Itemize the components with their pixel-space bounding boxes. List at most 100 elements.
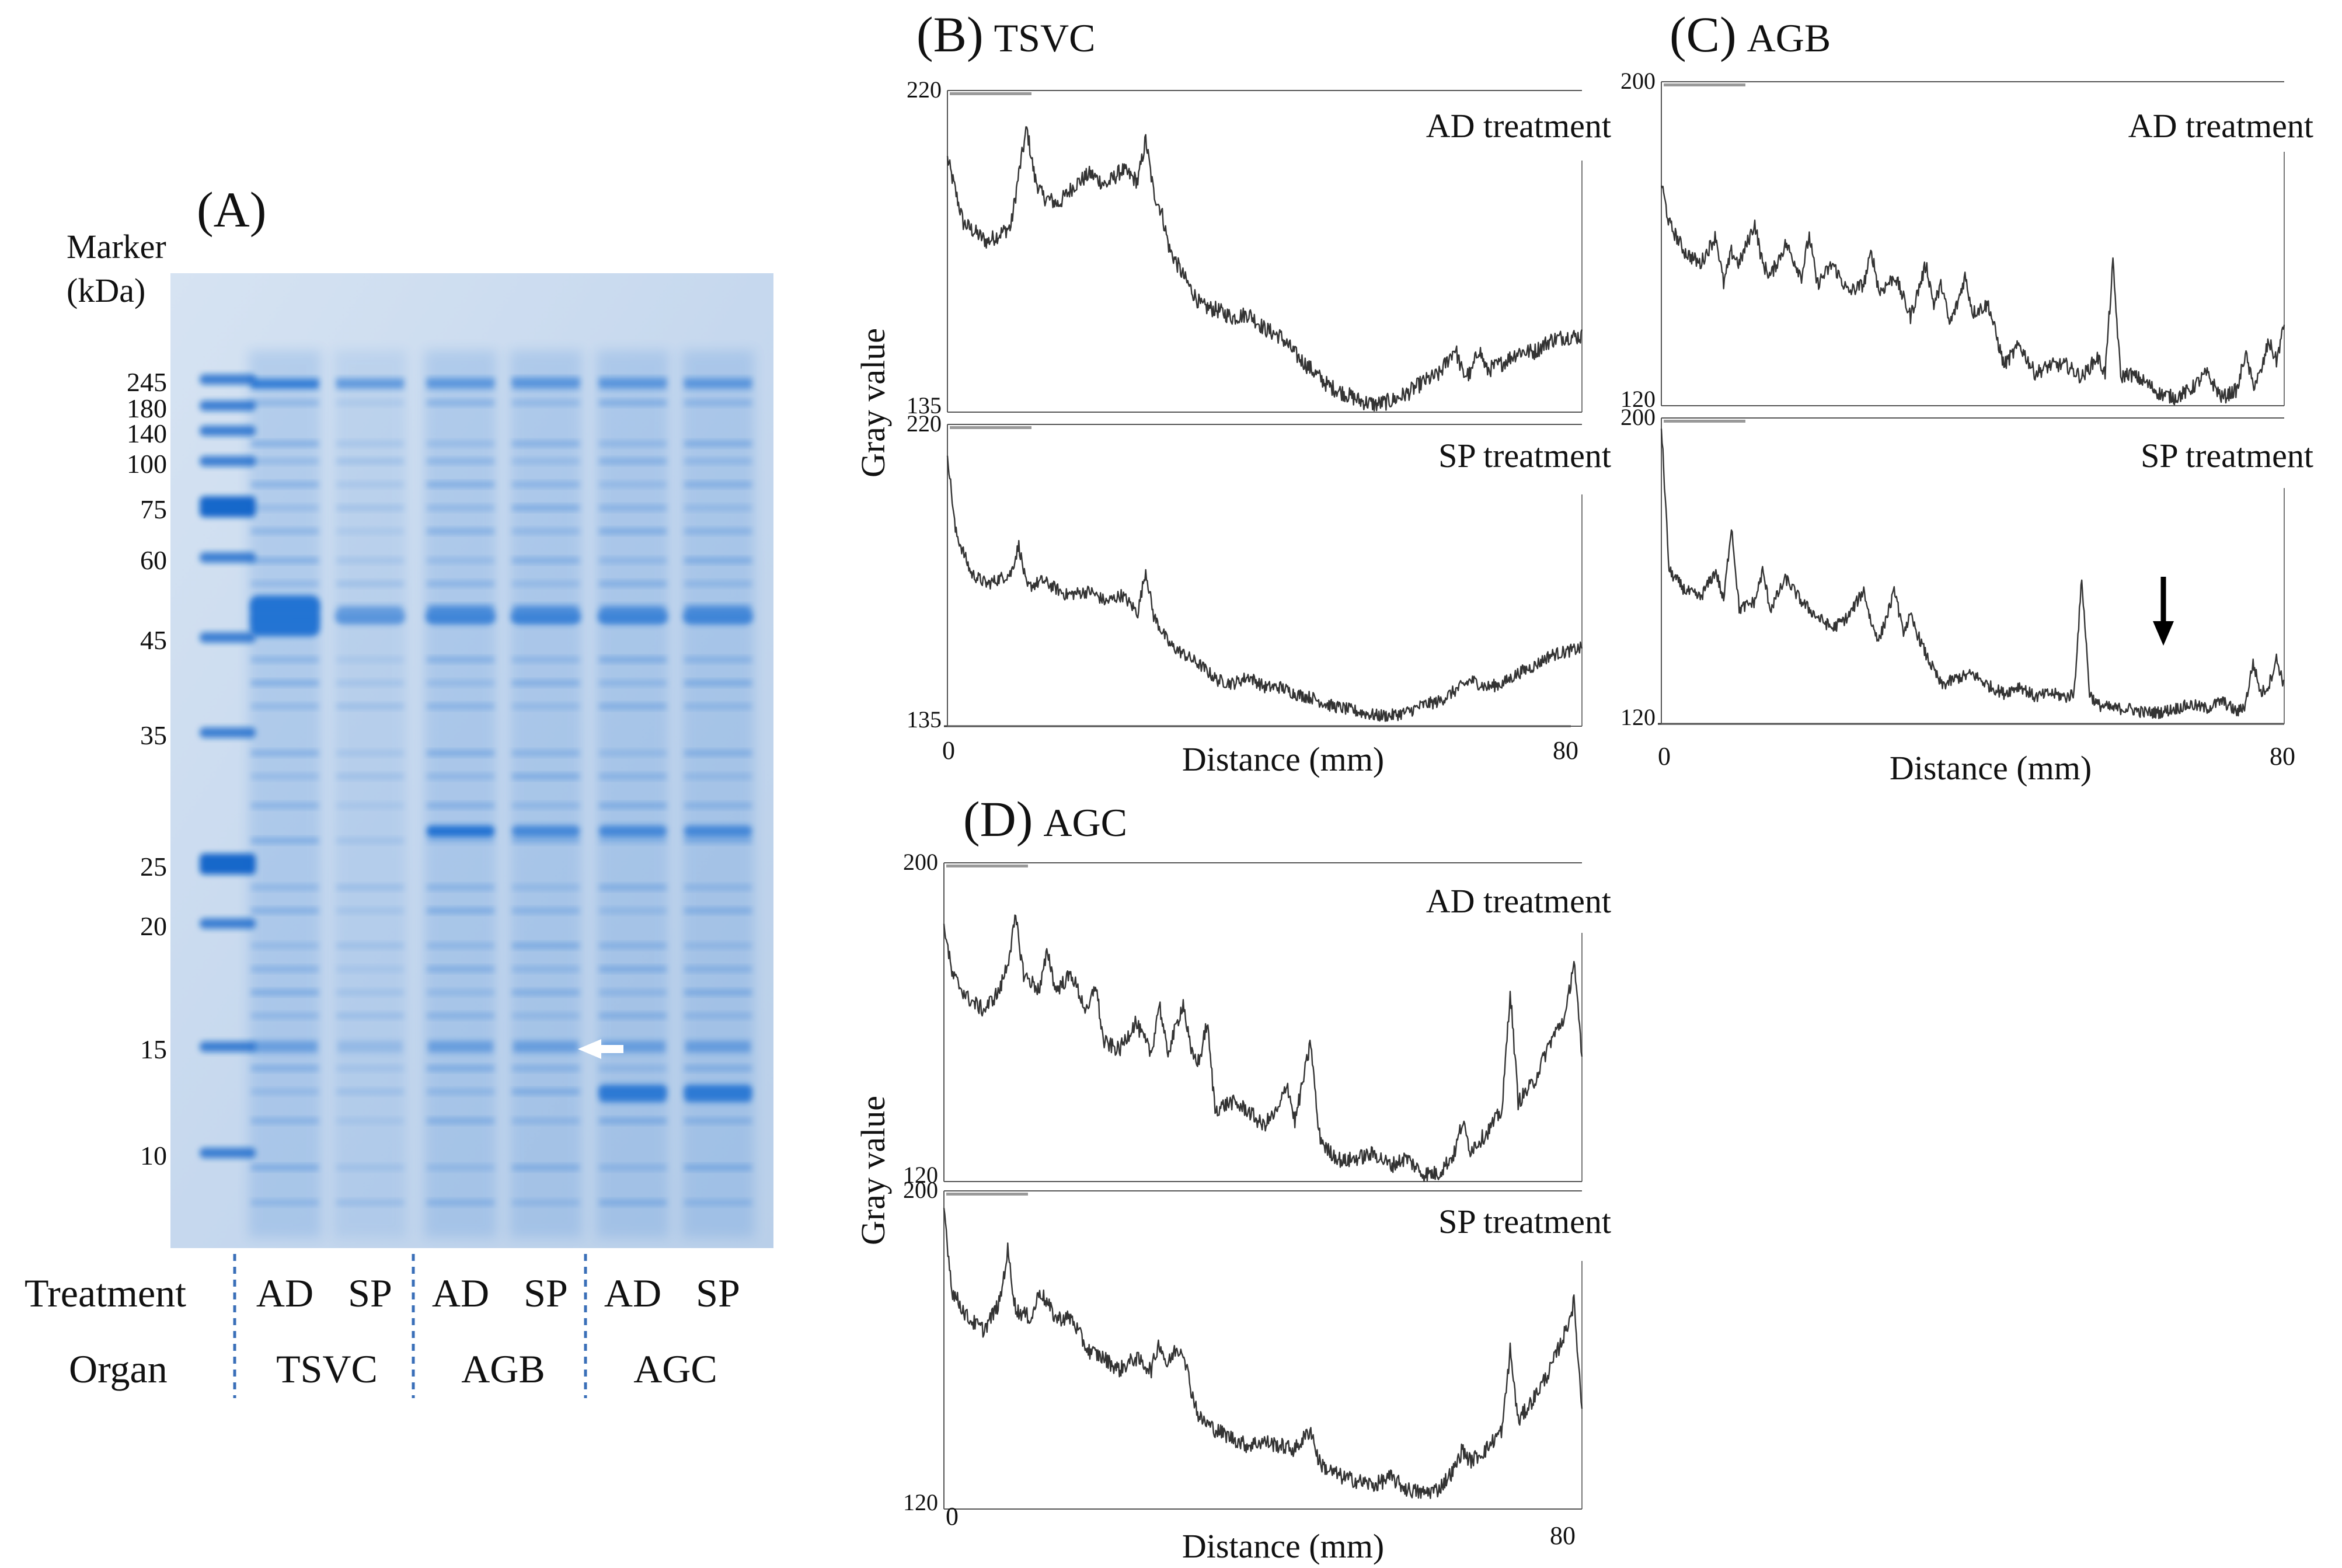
protein-band (684, 482, 752, 487)
protein-band (684, 581, 752, 587)
lane-dividers (233, 1254, 587, 1398)
protein-band (599, 482, 667, 487)
panel-c-letter: (C) (1670, 6, 1737, 62)
panel-b-organ: TSVC (994, 16, 1096, 60)
protein-band (251, 989, 319, 995)
panel-b-ad-header-strip (950, 92, 1031, 95)
panel-c-ad-header-strip (1664, 83, 1745, 86)
protein-band (427, 528, 494, 534)
panel-d-x-tick-80: 80 (1550, 1521, 1576, 1550)
protein-band (512, 441, 580, 447)
panel-c-xlabel: Distance (mm) (1890, 749, 2092, 787)
protein-band (512, 400, 580, 406)
protein-band (512, 505, 580, 511)
protein-band (599, 400, 667, 406)
protein-band (336, 557, 404, 563)
panel-c-ad-series-label: AD treatment (2128, 107, 2313, 145)
panel-b-ad-y-tick-max: 220 (907, 76, 942, 103)
protein-band (512, 884, 580, 890)
protein-band (427, 1118, 494, 1124)
marker-label-180: 180 (127, 393, 167, 423)
panel-a: (A) Marker (kDa) 24518014010075604535252… (25, 182, 773, 1398)
protein-band (684, 884, 752, 890)
band-28kda (512, 825, 580, 837)
panel-d-ad-trace (943, 914, 1583, 1182)
protein-band (599, 750, 667, 756)
panel-b-sp-trace (946, 455, 1583, 722)
protein-band (251, 943, 319, 949)
protein-band (599, 703, 667, 709)
protein-band (251, 1118, 319, 1124)
protein-band (512, 966, 580, 972)
protein-band (512, 703, 580, 709)
large-band-50kda (250, 595, 320, 636)
protein-band (251, 1200, 319, 1205)
lane-treatment-label: SP (348, 1271, 392, 1315)
protein-band (512, 943, 580, 949)
protein-band (251, 1165, 319, 1170)
protein-band (684, 773, 752, 779)
protein-band (512, 989, 580, 995)
protein-band (427, 884, 494, 890)
protein-band (427, 505, 494, 511)
protein-band (512, 1065, 580, 1071)
band-28kda (599, 825, 667, 837)
marker-ladder (200, 374, 256, 1158)
protein-band (336, 528, 404, 534)
panel-d-ad-plot: 200 120 AD treatment (903, 849, 1611, 1188)
panel-b-ad-trace (946, 126, 1583, 412)
panel-b-ad-series-label: AD treatment (1426, 107, 1611, 145)
panel-b-ad-y-tick-min: 135 (907, 392, 942, 419)
marker-band-180 (200, 400, 256, 411)
protein-band (599, 657, 667, 663)
large-band-50kda (511, 607, 581, 625)
marker-title-line1: Marker (67, 228, 166, 266)
protein-band (512, 1013, 580, 1019)
protein-band (684, 703, 752, 709)
protein-band (512, 803, 580, 809)
panel-b-letter: (B) (916, 6, 984, 62)
panel-c-sp-series-label: SP treatment (2141, 437, 2313, 475)
protein-band (684, 458, 752, 464)
protein-band (427, 581, 494, 587)
panel-d-sp-series-label: SP treatment (1438, 1203, 1611, 1241)
band-28kda (427, 825, 494, 837)
protein-band (512, 1118, 580, 1124)
panel-a-label: (A) (197, 182, 266, 238)
protein-band (599, 458, 667, 464)
band-28kda (684, 825, 752, 837)
protein-band (251, 505, 319, 511)
protein-band (336, 943, 404, 949)
protein-band (512, 908, 580, 914)
protein-band (336, 838, 404, 844)
protein-band (512, 458, 580, 464)
band-15kda (337, 1041, 403, 1053)
protein-band (427, 1013, 494, 1019)
protein-band (684, 400, 752, 406)
marker-label-35: 35 (140, 720, 167, 750)
marker-band-60 (200, 552, 256, 563)
large-band-50kda (426, 607, 496, 625)
protein-band (251, 1065, 319, 1071)
protein-band (599, 1118, 667, 1124)
marker-label-15: 15 (140, 1034, 167, 1064)
panel-d-ad-y-tick-max: 200 (903, 849, 938, 875)
panel-b-x-tick-0: 0 (942, 736, 955, 765)
lane-organ-label-agc: AGC (633, 1347, 717, 1391)
protein-band (684, 557, 752, 563)
protein-band (427, 657, 494, 663)
protein-band (684, 1165, 752, 1170)
protein-band (512, 1089, 580, 1095)
protein-band (599, 838, 667, 844)
band-12kda (599, 1085, 667, 1102)
protein-band (336, 1118, 404, 1124)
panel-c-x-tick-80: 80 (2270, 742, 2295, 771)
panel-d-title: (D) AGC (963, 791, 1127, 847)
protein-band (251, 657, 319, 663)
protein-band (251, 908, 319, 914)
lane-treatment-label: SP (696, 1271, 740, 1315)
marker-label-20: 20 (140, 911, 167, 941)
